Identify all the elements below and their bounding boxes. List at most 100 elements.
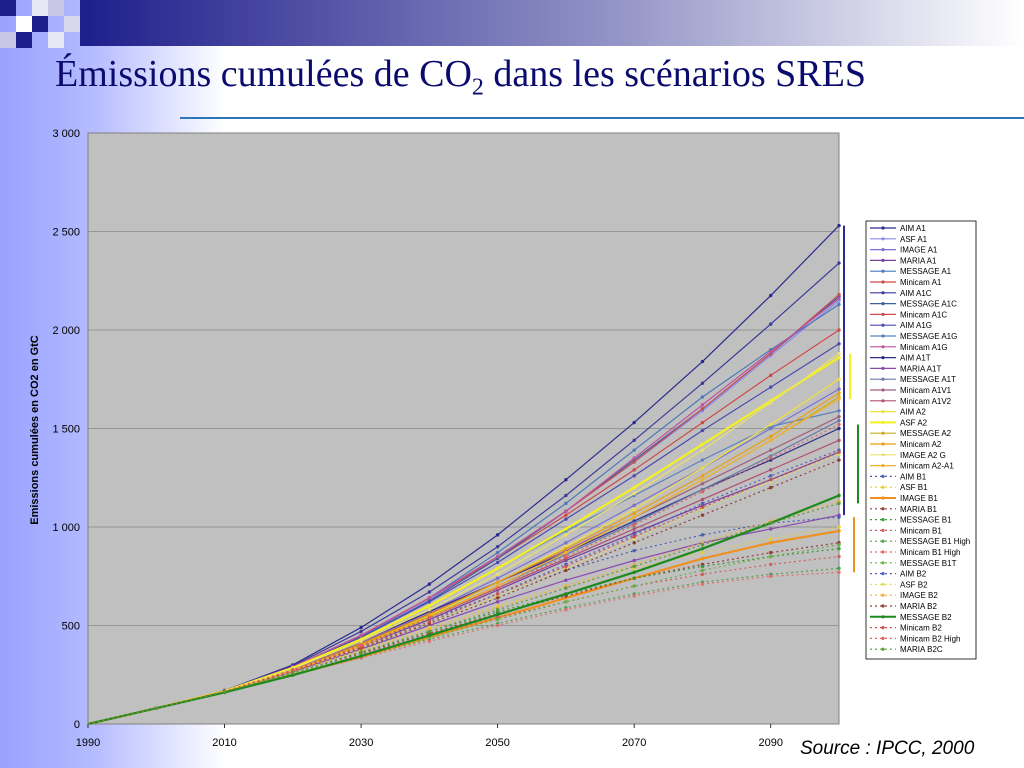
- corner-squares-logo: [0, 0, 80, 48]
- legend-item: IMAGE A2 G: [870, 451, 946, 460]
- title-rest: dans les scénarios SRES: [483, 53, 866, 95]
- data-point: [769, 434, 773, 439]
- data-point: [495, 545, 500, 549]
- legend-marker: [881, 626, 885, 630]
- y-axis-label: Emissions cumulées en CO2 en GtC: [29, 335, 41, 525]
- data-point: [427, 596, 432, 600]
- data-point: [769, 422, 773, 427]
- data-point: [700, 513, 705, 517]
- data-point: [632, 438, 636, 443]
- data-point: [700, 407, 705, 411]
- data-point: [700, 428, 705, 433]
- data-point: [700, 568, 705, 573]
- legend-item: ASF B1: [870, 483, 928, 492]
- data-point: [632, 448, 636, 452]
- legend-label: MESSAGE A1G: [900, 332, 957, 341]
- data-point: [564, 554, 568, 559]
- data-point: [837, 543, 841, 547]
- data-point: [632, 541, 636, 545]
- legend-label: IMAGE B2: [900, 591, 938, 600]
- legend-label: Minicam A1C: [900, 310, 947, 319]
- data-point: [837, 223, 841, 228]
- data-point: [700, 546, 705, 551]
- data-point: [700, 533, 705, 537]
- legend-label: Minicam A2-A1: [900, 462, 954, 471]
- data-point: [700, 466, 705, 470]
- legend-item: IMAGE B2: [870, 591, 938, 600]
- data-point: [632, 527, 636, 531]
- data-point: [700, 478, 705, 482]
- data-point: [427, 619, 432, 624]
- legend-item: IMAGE B1: [870, 494, 938, 503]
- series-lines: [87, 223, 841, 726]
- legend-marker: [881, 636, 885, 641]
- series-line: [87, 571, 840, 725]
- data-point: [700, 420, 705, 425]
- data-point: [564, 608, 568, 612]
- legend-marker: [881, 431, 885, 435]
- legend-label: Minicam A1V2: [900, 397, 952, 406]
- data-point: [495, 533, 500, 537]
- data-point: [495, 608, 500, 612]
- legend-marker: [881, 539, 885, 543]
- data-point: [837, 438, 841, 443]
- data-point: [427, 612, 432, 617]
- data-point: [632, 535, 636, 539]
- data-point: [427, 629, 432, 634]
- legend-label: IMAGE B1: [900, 494, 938, 503]
- y-tick-label: 1 000: [52, 522, 80, 534]
- data-point: [837, 418, 841, 423]
- data-point: [564, 527, 568, 531]
- y-tick-label: 2 500: [52, 227, 80, 239]
- legend-item: MARIA B2: [870, 602, 937, 611]
- data-point: [632, 548, 636, 553]
- data-point: [495, 580, 500, 584]
- data-point: [564, 568, 568, 573]
- data-point: [769, 456, 773, 460]
- data-point: [427, 615, 432, 620]
- legend-marker: [881, 518, 885, 522]
- legend-label: AIM B2: [900, 570, 927, 579]
- legend-marker: [881, 258, 885, 262]
- data-point: [427, 582, 432, 586]
- data-point: [837, 501, 841, 506]
- y-tick-label: 0: [74, 719, 80, 731]
- x-tick-label: 2050: [485, 737, 509, 749]
- data-point: [495, 596, 500, 600]
- legend-marker: [881, 561, 885, 565]
- series-line: [87, 424, 840, 725]
- data-point: [564, 493, 568, 498]
- data-point: [359, 625, 363, 630]
- legend-marker: [881, 356, 885, 360]
- data-point: [837, 387, 841, 391]
- legend-item: MESSAGE B1: [870, 516, 952, 525]
- data-point: [837, 292, 841, 297]
- legend-marker: [881, 442, 885, 446]
- data-point: [700, 497, 705, 502]
- legend-label: Minicam B1 High: [900, 548, 960, 557]
- legend-item: Minicam A1V1: [870, 386, 952, 395]
- legend-item: MARIA A1: [870, 256, 937, 265]
- legend-marker: [881, 280, 885, 284]
- data-point: [837, 355, 841, 360]
- x-tick-label: 2070: [622, 737, 646, 749]
- data-point: [359, 639, 363, 643]
- legend-marker: [881, 366, 885, 370]
- legend-item: MESSAGE A2: [870, 429, 952, 438]
- legend-label: Minicam A1V1: [900, 386, 952, 395]
- data-point: [564, 546, 568, 551]
- data-point: [291, 673, 295, 677]
- data-point: [700, 395, 705, 399]
- data-point: [359, 654, 363, 658]
- data-point: [700, 501, 705, 506]
- data-point: [632, 584, 636, 588]
- y-tick-label: 2 000: [52, 325, 80, 337]
- data-point: [837, 328, 841, 332]
- data-point: [700, 543, 705, 547]
- data-point: [700, 556, 705, 561]
- legend-item: MESSAGE A1C: [870, 300, 957, 309]
- data-point: [769, 474, 773, 478]
- data-point: [632, 523, 636, 527]
- data-point: [564, 586, 568, 590]
- data-point: [564, 478, 568, 482]
